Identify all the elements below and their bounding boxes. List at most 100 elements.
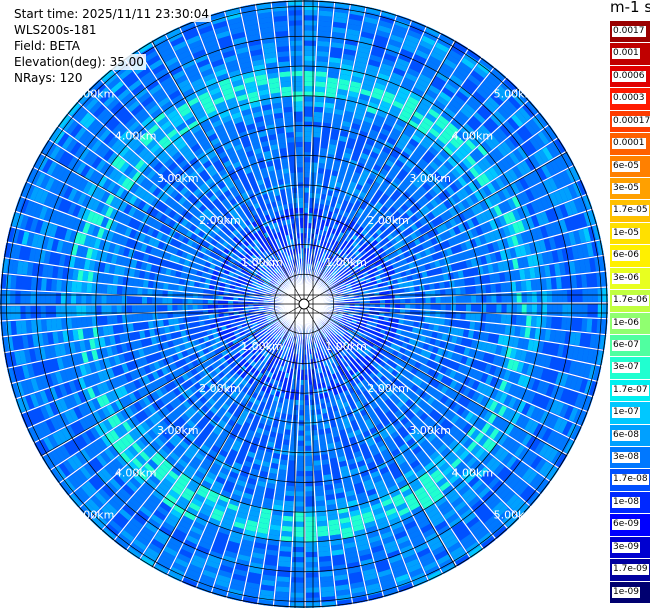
range-gate-cell — [455, 481, 467, 492]
range-gate-cell — [429, 283, 435, 290]
range-gate-cell — [351, 319, 357, 324]
range-gate-cell — [373, 453, 383, 461]
range-gate-cell — [404, 451, 415, 461]
range-gate-cell — [304, 76, 315, 82]
range-gate-cell — [454, 149, 465, 161]
range-gate-cell — [314, 106, 324, 113]
range-gate-cell — [544, 194, 554, 208]
range-gate-cell — [340, 522, 352, 529]
range-gate-cell — [457, 176, 468, 187]
range-gate-cell — [427, 536, 441, 547]
range-gate-cell — [457, 270, 464, 279]
range-gate-cell — [470, 429, 481, 440]
range-gate-cell — [430, 297, 436, 304]
range-gate-cell — [350, 81, 362, 89]
range-gate-cell — [522, 338, 530, 350]
range-gate-cell — [297, 435, 304, 441]
range-gate-cell — [337, 353, 343, 359]
range-gate-cell — [347, 376, 354, 383]
range-gate-cell — [349, 356, 355, 363]
range-gate-cell — [426, 230, 435, 239]
range-gate-cell — [447, 542, 462, 553]
range-gate-cell — [485, 343, 493, 353]
range-gate-cell — [355, 140, 365, 148]
range-gate-cell — [310, 404, 316, 411]
range-gate-cell — [265, 554, 278, 561]
range-gate-cell — [316, 414, 323, 420]
range-gate-cell — [350, 270, 357, 276]
range-gate-cell — [453, 70, 467, 82]
range-gate-cell — [422, 205, 431, 214]
range-gate-cell — [297, 364, 301, 370]
range-gate-cell — [567, 184, 578, 199]
range-gate-cell — [436, 415, 446, 426]
range-gate-cell — [404, 492, 416, 502]
range-gate-cell — [522, 256, 529, 268]
range-gate-cell — [460, 304, 467, 312]
range-gate-cell — [429, 512, 442, 523]
range-gate-cell — [511, 195, 521, 208]
range-gate-cell — [276, 484, 285, 491]
range-gate-cell — [497, 227, 506, 239]
range-gate-cell — [381, 471, 392, 480]
range-gate-cell — [316, 61, 328, 67]
range-gate-cell — [460, 508, 473, 521]
range-gate-cell — [324, 107, 334, 114]
range-gate-cell — [375, 228, 383, 236]
range-gate-cell — [497, 405, 508, 417]
range-gate-cell — [572, 346, 580, 360]
range-gate-cell — [387, 185, 396, 194]
range-gate-cell — [354, 230, 361, 237]
range-gate-cell — [511, 304, 517, 314]
range-gate-cell — [313, 111, 323, 118]
range-gate-cell — [501, 293, 507, 303]
range-gate-cell — [429, 338, 437, 346]
range-gate-cell — [358, 361, 365, 368]
range-gate-cell — [341, 287, 348, 292]
range-gate-cell — [319, 329, 324, 335]
range-gate-cell — [388, 109, 400, 119]
range-gate-cell — [338, 512, 350, 519]
range-gate-cell — [460, 295, 467, 303]
range-gate-cell — [406, 411, 416, 420]
range-gate-cell — [460, 127, 472, 138]
range-gate-cell — [488, 195, 498, 206]
range-gate-cell — [328, 519, 339, 526]
range-gate-cell — [263, 569, 276, 577]
range-gate-cell — [491, 415, 502, 427]
range-gate-cell — [400, 132, 411, 142]
range-gate-cell — [411, 152, 421, 162]
range-gate-cell — [367, 249, 374, 256]
range-gate-cell — [360, 222, 368, 229]
range-gate-cell — [472, 267, 479, 276]
range-gate-cell — [331, 426, 339, 433]
range-gate-cell — [406, 390, 415, 399]
range-gate-cell — [314, 394, 320, 400]
range-gate-cell — [405, 331, 412, 338]
range-gate-cell — [325, 432, 333, 439]
range-gate-cell — [274, 411, 281, 418]
range-gate-cell — [415, 304, 421, 310]
range-gate-cell — [304, 126, 312, 132]
range-gate-cell — [440, 62, 455, 74]
range-gate-cell — [398, 114, 409, 124]
range-gate-cell — [357, 98, 369, 106]
range-gate-cell — [343, 292, 349, 296]
range-gate-cell — [288, 455, 296, 461]
range-gate-cell — [516, 220, 526, 232]
range-gate-cell — [324, 258, 329, 265]
range-gate-cell — [435, 310, 441, 318]
range-gate-cell — [342, 289, 348, 294]
range-gate-cell — [450, 118, 462, 130]
range-gate-cell — [445, 489, 458, 500]
range-gate-cell — [418, 185, 428, 195]
range-gate-cell — [529, 186, 540, 200]
range-gate-cell — [402, 386, 411, 395]
range-gate-cell — [354, 279, 361, 284]
range-gate-cell — [347, 137, 356, 145]
range-gate-cell — [290, 435, 298, 441]
range-gate-cell — [305, 562, 318, 568]
range-gate-cell — [333, 240, 339, 247]
range-gate-cell — [316, 218, 322, 225]
range-gate-cell — [445, 537, 459, 549]
